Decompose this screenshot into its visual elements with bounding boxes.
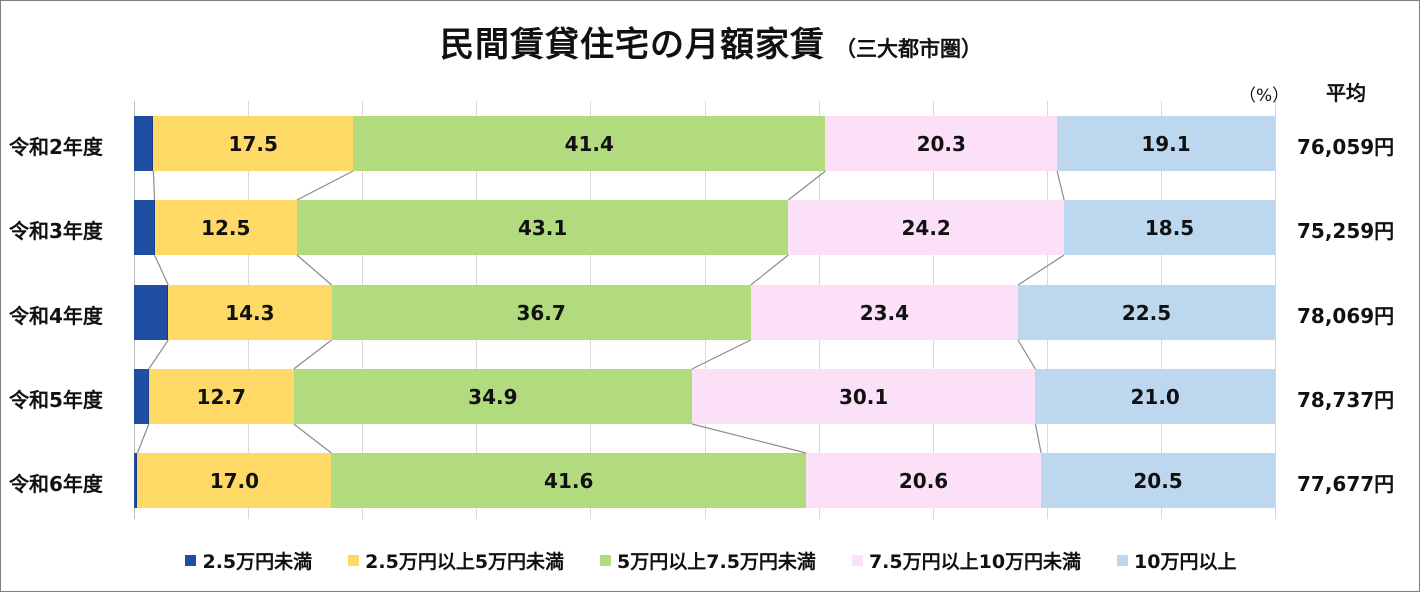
- bar-segment: [134, 116, 154, 171]
- data-label: 22.5: [1121, 300, 1172, 325]
- legend-item: 5万円以上7.5万円未満: [600, 547, 816, 574]
- bar-segment: 22.5: [1018, 285, 1275, 340]
- legend-swatch-icon: [600, 555, 612, 566]
- legend-label: 2.5万円未満: [202, 551, 313, 573]
- chart-title-main: 民間賃貸住宅の月額家賃: [440, 25, 825, 65]
- bar-segment: 17.5: [153, 116, 354, 171]
- data-label: 36.7: [516, 300, 566, 325]
- bar-row: 17.0 41.6 20.6 20.5: [134, 453, 1275, 508]
- legend-swatch-icon: [851, 555, 863, 566]
- bar-segment: 20.5: [1041, 453, 1275, 508]
- data-label: 12.7: [196, 384, 246, 409]
- data-label: 18.5: [1144, 215, 1195, 240]
- average-value: 78,069円: [1297, 303, 1395, 328]
- bar-segment: [134, 200, 155, 255]
- legend-swatch-icon: [348, 555, 360, 566]
- bar-segment: [134, 285, 169, 340]
- legend-swatch-icon: [1117, 555, 1129, 566]
- bar-row: 17.5 41.4 20.3 19.1: [134, 116, 1275, 171]
- bar-row: 12.7 34.9 30.1 21.0: [134, 369, 1275, 424]
- legend-item: 10万円以上: [1117, 547, 1237, 574]
- chart-title-sub: （三大都市圏）: [835, 37, 982, 61]
- average-header: 平均: [1326, 81, 1366, 105]
- bar-segment: 30.1: [691, 369, 1036, 424]
- average-value: 78,737円: [1297, 387, 1395, 412]
- category-label: 令和3年度: [9, 218, 103, 243]
- data-label: 12.5: [201, 215, 251, 240]
- bar-row: 14.3 36.7 23.4 22.5: [134, 285, 1275, 340]
- data-label: 34.9: [468, 384, 518, 409]
- data-label: 20.6: [898, 468, 949, 493]
- data-label: 41.6: [544, 468, 594, 493]
- data-label: 20.5: [1133, 468, 1183, 493]
- category-label: 令和2年度: [9, 134, 103, 159]
- legend-label: 7.5万円以上10万円未満: [868, 551, 1082, 573]
- bar-segment: 36.7: [331, 285, 751, 340]
- bar-segment: 12.7: [148, 369, 294, 424]
- data-label: 19.1: [1141, 131, 1191, 156]
- bar-segment: [134, 453, 138, 508]
- legend-label: 2.5万円以上5万円未満: [365, 551, 565, 573]
- average-value: 77,677円: [1297, 471, 1395, 496]
- data-label: 30.1: [838, 384, 889, 409]
- bar-segment: 21.0: [1035, 369, 1275, 424]
- bar-segment: 12.5: [154, 200, 297, 255]
- data-label: 24.2: [901, 215, 951, 240]
- bar-segment: 34.9: [293, 369, 692, 424]
- data-label: 17.0: [209, 468, 260, 493]
- bar-segment: 14.3: [168, 285, 332, 340]
- bar-segment: 23.4: [750, 285, 1018, 340]
- plot-area: 17.5 41.4 20.3 19.1 12.5 43.1 24.2 18.5 14.3 36.7…: [134, 101, 1276, 519]
- data-label: 41.4: [564, 131, 614, 156]
- bar-segment: 20.3: [825, 116, 1058, 171]
- legend-item: 7.5万円以上10万円未満: [851, 547, 1082, 574]
- data-label: 21.0: [1130, 384, 1180, 409]
- data-label: 43.1: [517, 215, 568, 240]
- gridline: [1275, 101, 1276, 519]
- bar-segment: 17.0: [137, 453, 332, 508]
- bar-segment: 18.5: [1064, 200, 1275, 255]
- legend-label: 5万円以上7.5万円未満: [617, 551, 816, 573]
- bar-segment: 24.2: [788, 200, 1065, 255]
- bar-segment: 19.1: [1057, 116, 1275, 171]
- legend: 2.5万円未満 2.5万円以上5万円未満 5万円以上7.5万円未満 7.5万円以上10…: [1, 547, 1420, 574]
- bar-segment: 20.6: [806, 453, 1042, 508]
- legend-item: 2.5万円以上5万円未満: [348, 547, 564, 574]
- data-label: 17.5: [228, 131, 278, 156]
- data-label: 20.3: [916, 131, 966, 156]
- category-label: 令和6年度: [9, 471, 103, 496]
- bar-segment: 43.1: [297, 200, 789, 255]
- chart-title: 民間賃貸住宅の月額家賃 （三大都市圏）: [1, 17, 1420, 66]
- bar-segment: [134, 369, 149, 424]
- legend-item: 2.5万円未満: [185, 547, 312, 574]
- category-label: 令和5年度: [9, 387, 103, 412]
- category-label: 令和4年度: [9, 303, 103, 328]
- legend-label: 10万円以上: [1134, 551, 1237, 573]
- bar-segment: 41.4: [353, 116, 826, 171]
- data-label: 14.3: [225, 300, 275, 325]
- legend-swatch-icon: [185, 555, 197, 566]
- average-value: 75,259円: [1297, 218, 1395, 243]
- data-label: 23.4: [859, 300, 910, 325]
- average-value: 76,059円: [1297, 134, 1395, 159]
- bar-segment: 41.6: [331, 453, 807, 508]
- bar-row: 12.5 43.1 24.2 18.5: [134, 200, 1275, 255]
- unit-label: （%）: [1239, 86, 1290, 106]
